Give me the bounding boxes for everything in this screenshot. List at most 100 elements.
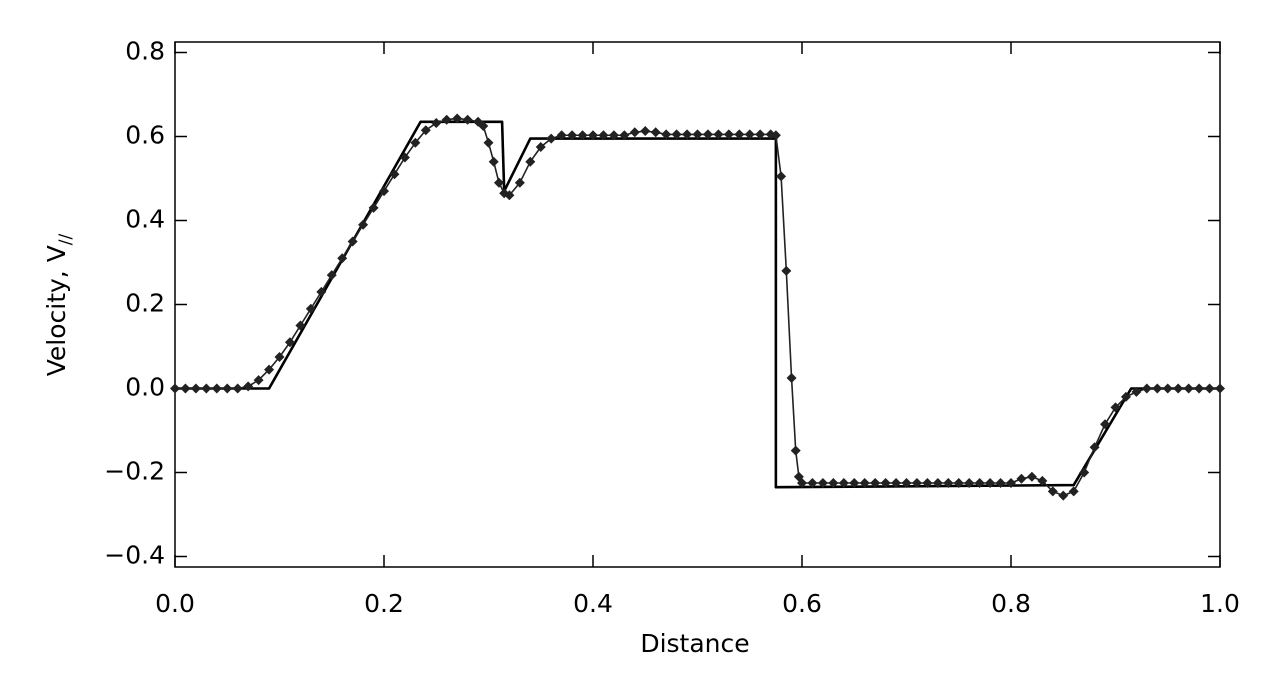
y-tick-label: 0.4 [125, 205, 165, 234]
diamond-marker [556, 130, 567, 141]
diamond-marker [817, 478, 828, 488]
diamond-marker [347, 236, 358, 247]
diamond-marker [1016, 473, 1027, 484]
diamond-marker [1152, 383, 1163, 394]
diamond-marker [723, 129, 734, 140]
diamond-marker [790, 445, 801, 456]
diamond-marker [441, 114, 452, 125]
diamond-marker [368, 202, 379, 213]
diamond-marker [640, 126, 651, 137]
diamond-marker [932, 478, 943, 488]
diamond-marker [1079, 467, 1090, 478]
diamond-marker [389, 169, 400, 180]
diamond-marker [891, 478, 902, 488]
diamond-marker [964, 478, 975, 488]
y-tick-label: 0.6 [125, 121, 165, 150]
diamond-marker [1173, 383, 1184, 394]
diamond-marker [431, 118, 442, 129]
diamond-marker [985, 478, 996, 488]
diamond-marker [1058, 490, 1069, 501]
diamond-marker [786, 373, 797, 383]
diamond-marker [1162, 383, 1173, 394]
diamond-marker [901, 478, 912, 488]
diamond-marker [953, 478, 964, 488]
diamond-marker [379, 186, 389, 197]
diamond-marker [488, 156, 499, 167]
diamond-marker [493, 177, 504, 188]
diamond-marker [943, 478, 954, 488]
diamond-marker [284, 337, 295, 348]
x-tick-label: 0.8 [991, 589, 1031, 618]
diamond-marker [807, 478, 818, 488]
y-tick-label: 0.8 [125, 37, 165, 66]
diamond-marker [1183, 383, 1194, 394]
y-tick-label: −0.2 [104, 457, 165, 486]
diamond-marker [682, 129, 693, 140]
diamond-marker [358, 219, 369, 230]
diamond-marker [797, 478, 807, 488]
diamond-marker [410, 137, 421, 148]
diamond-marker [608, 130, 619, 141]
diamond-marker [326, 270, 337, 281]
diamond-marker [619, 130, 630, 141]
diamond-marker [838, 478, 849, 488]
diamond-marker [190, 383, 201, 394]
diamond-marker [974, 478, 985, 488]
diamond-marker [201, 383, 212, 394]
diamond-marker [295, 320, 306, 331]
y-axis-label-main: Velocity, V [42, 245, 71, 376]
diamond-marker [535, 142, 546, 152]
diamond-marker [211, 383, 222, 394]
diamond-marker [1194, 383, 1205, 394]
x-tick-label: 0.2 [364, 589, 404, 618]
plot-frame [174, 41, 1221, 568]
diamond-marker [232, 383, 243, 394]
diamond-marker [180, 383, 191, 394]
diamond-marker [478, 121, 489, 131]
diamond-marker [483, 137, 494, 148]
diamond-marker [911, 478, 922, 488]
diamond-marker [525, 156, 536, 167]
exact-line [175, 120, 1220, 489]
x-tick-label: 0.4 [573, 589, 613, 618]
diamond-marker [1110, 402, 1121, 413]
diamond-marker [995, 478, 1006, 488]
diamond-marker [1037, 475, 1048, 486]
diamond-marker [770, 130, 781, 141]
y-tick-label: 0.2 [125, 289, 165, 318]
diamond-marker [504, 190, 515, 201]
diamond-marker [588, 130, 598, 141]
y-tick-label: 0.0 [125, 373, 165, 402]
diamond-marker [922, 478, 933, 488]
diamond-marker [692, 129, 703, 140]
diamond-marker [781, 265, 792, 276]
diamond-marker [1068, 486, 1079, 497]
diamond-marker [734, 129, 745, 140]
diamond-marker [776, 171, 787, 182]
diamond-marker [452, 113, 463, 124]
diamond-marker [316, 286, 327, 297]
diamond-marker [849, 478, 860, 488]
diamond-marker [755, 129, 766, 140]
diamond-marker [1026, 471, 1037, 482]
diamond-marker [1141, 383, 1152, 394]
diamond-marker [828, 478, 839, 488]
diamond-marker [577, 130, 588, 141]
diamond-marker [1047, 486, 1058, 497]
diamond-marker [243, 381, 254, 392]
diamond-marker [859, 478, 870, 488]
numerical-line [175, 117, 1220, 497]
diamond-marker [661, 129, 672, 140]
diamond-marker [1204, 383, 1215, 394]
y-axis-label: Velocity, V// [42, 233, 76, 376]
diamond-marker [598, 130, 609, 141]
x-tick-label: 0.0 [155, 589, 195, 618]
diamond-marker [744, 129, 755, 140]
diamond-marker [1131, 386, 1142, 397]
diamond-marker [567, 130, 578, 141]
diamond-marker [170, 383, 180, 394]
diamond-marker [713, 129, 724, 140]
y-tick-label: −0.4 [104, 541, 165, 570]
x-axis-label: Distance [640, 629, 749, 658]
